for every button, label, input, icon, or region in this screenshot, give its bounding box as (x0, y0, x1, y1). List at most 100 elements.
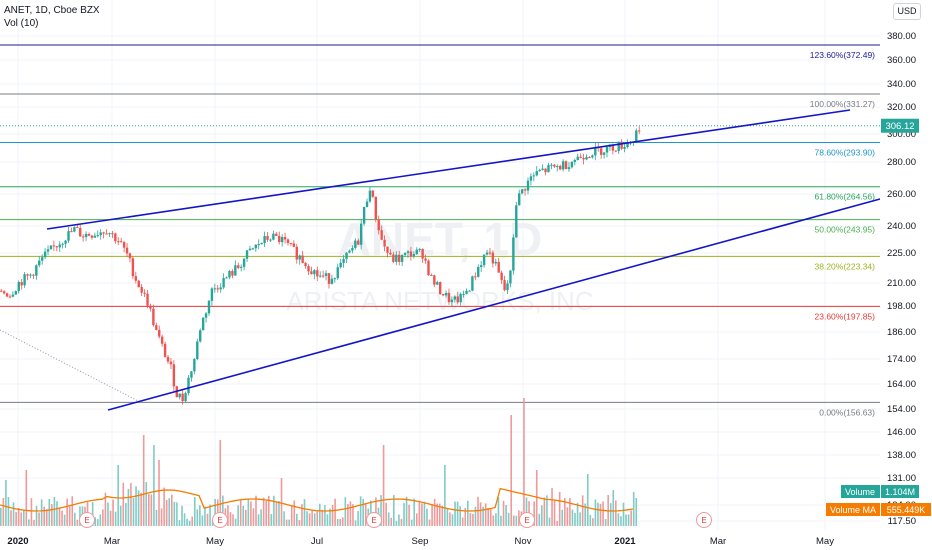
candle-body (181, 393, 184, 402)
volume-bar (122, 482, 125, 526)
time-axis-label: 2020 (7, 536, 28, 547)
candle-body (93, 235, 97, 238)
candle-body (254, 244, 258, 249)
volume-bar (574, 513, 576, 526)
candle-body (491, 252, 495, 264)
volume-bar (283, 511, 285, 526)
candle-body (23, 274, 26, 286)
volume-bar (252, 508, 255, 526)
earnings-marker[interactable] (212, 512, 228, 528)
volume-bar (495, 513, 497, 526)
volume-bar (219, 440, 222, 526)
candle-body (237, 265, 240, 268)
price-axis-label: 210.00 (887, 278, 916, 289)
price-axis-label: 117.50 (888, 516, 916, 527)
candle-body (324, 273, 328, 277)
candle-body (348, 250, 351, 253)
volume-bar (298, 520, 301, 526)
volume-bar (354, 520, 357, 526)
candle-body (149, 305, 152, 309)
volume-bar (592, 518, 594, 526)
volume-bar (630, 510, 632, 526)
volume-bar (617, 513, 620, 526)
volume-bar (176, 502, 178, 526)
volume-bar (500, 515, 502, 526)
candle-body (313, 270, 316, 275)
candle-body (626, 142, 629, 147)
fib-level-label: 0.00%(156.63) (819, 407, 875, 417)
volume-bar (413, 498, 416, 526)
price-axis-label: 131.00 (887, 473, 916, 484)
candle-body (234, 265, 237, 276)
earnings-marker[interactable] (519, 512, 535, 528)
candle-body (564, 161, 568, 170)
volume-bar (382, 445, 385, 526)
volume-bar (321, 509, 324, 526)
volume-bar (441, 505, 444, 526)
volume-bar (242, 505, 245, 526)
volume-bar (28, 519, 30, 526)
candle-body (345, 252, 348, 259)
candle-body (371, 190, 375, 197)
currency-button[interactable]: USD (893, 3, 921, 20)
volume-bar (260, 509, 262, 526)
volume-bar (569, 498, 571, 526)
volume-bar (68, 506, 71, 526)
volume-bar (53, 497, 56, 526)
candle-body (29, 274, 32, 276)
upper-trendline[interactable] (46, 109, 851, 230)
volume-bar (94, 517, 97, 526)
candle-body (538, 169, 541, 172)
earnings-marker[interactable] (366, 512, 382, 528)
volume-bar (533, 501, 535, 526)
volume-bar (433, 498, 436, 526)
volume-bar (326, 514, 329, 526)
candle-body (520, 189, 524, 194)
volume-tag-name: Volume (845, 487, 875, 497)
volume-bar (173, 501, 176, 526)
lower-trendline[interactable] (107, 198, 881, 411)
candle-body (518, 193, 521, 206)
volume-bar (380, 495, 382, 526)
volume-bar (615, 500, 617, 526)
candle-body (119, 241, 123, 243)
candle-body (111, 233, 114, 235)
volume-bar (548, 517, 551, 526)
volume-bar (227, 505, 229, 526)
candle-body (623, 146, 626, 149)
price-axis-label: 240.00 (887, 221, 916, 232)
volume-bar (479, 502, 482, 526)
candle-body (102, 232, 105, 234)
candle-body (122, 242, 126, 248)
candle-body (506, 283, 509, 291)
candle-body (488, 252, 492, 254)
candle-body (526, 180, 530, 191)
candle-body (216, 288, 219, 290)
volume-bar (349, 501, 352, 526)
candle-body (8, 296, 12, 298)
candle-body (395, 254, 398, 262)
volume-bar (43, 506, 45, 526)
candle-body (43, 251, 47, 258)
earnings-marker[interactable] (696, 512, 712, 528)
volume-bar (464, 507, 467, 526)
volume-bar (362, 499, 364, 526)
volume-bar (165, 500, 168, 526)
time-axis-label: Jul (311, 536, 323, 547)
earnings-marker[interactable] (79, 512, 95, 528)
candle-body (87, 233, 91, 236)
volume-bar (507, 512, 510, 526)
candle-body (307, 266, 310, 272)
volume-bar (449, 512, 451, 526)
candle-body (359, 223, 363, 245)
candle-body (327, 273, 331, 284)
volume-bar (229, 512, 232, 526)
candle-body (187, 377, 190, 394)
volume-bar (405, 496, 408, 526)
candle-body (573, 160, 577, 162)
volume-bar (395, 520, 398, 526)
candle-body (409, 251, 413, 257)
candle-body (333, 278, 337, 280)
candle-body (76, 227, 79, 229)
